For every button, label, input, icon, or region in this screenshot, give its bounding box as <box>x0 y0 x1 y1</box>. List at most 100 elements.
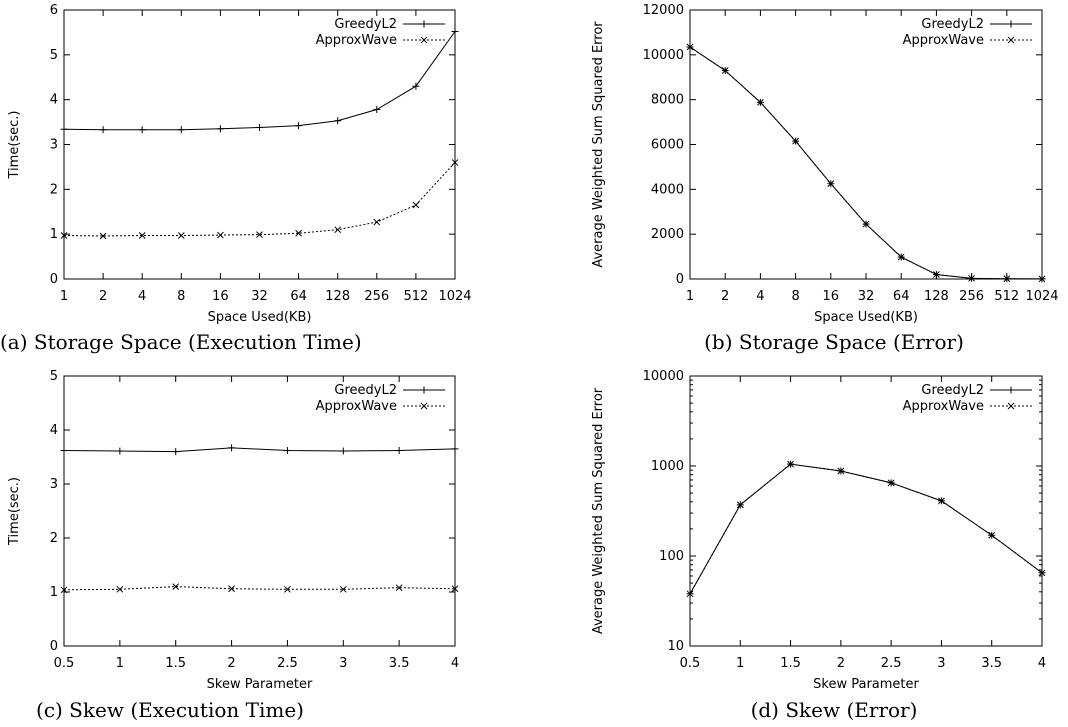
x-tick-label: 256 <box>959 289 984 304</box>
series-GreedyL2 <box>60 444 459 456</box>
x-axis-label: Skew Parameter <box>207 677 313 692</box>
data-point-cross <box>60 232 68 239</box>
data-point-cross <box>1038 275 1046 283</box>
data-point-cross <box>60 586 68 594</box>
y-tick-label: 4000 <box>651 182 684 197</box>
y-tick-label: 10000 <box>643 48 684 63</box>
data-point-cross <box>837 467 845 475</box>
series-ApproxWave <box>686 460 1046 598</box>
data-point-cross <box>1003 275 1011 283</box>
x-tick-label: 4 <box>138 289 146 304</box>
plot-frame <box>689 9 1043 280</box>
x-axis-label: Space Used(KB) <box>208 310 312 325</box>
data-point-cross <box>988 531 996 539</box>
x-axis-label: Space Used(KB) <box>814 310 918 325</box>
data-point-cross <box>897 253 905 261</box>
data-point-cross <box>295 229 302 237</box>
y-tick-label: 6000 <box>651 138 684 153</box>
x-tick-label: 4 <box>451 656 459 671</box>
x-tick-label: 2 <box>99 289 107 304</box>
data-point-cross <box>968 274 975 282</box>
data-point-cross <box>686 590 694 598</box>
series-line <box>63 162 456 237</box>
data-point-cross <box>827 180 835 188</box>
x-tick-label: 2 <box>721 289 729 304</box>
data-point-cross <box>862 220 870 228</box>
data-point-cross <box>138 232 146 239</box>
y-tick-label: 1000 <box>651 459 684 474</box>
x-axis-label: Skew Parameter <box>813 677 919 692</box>
y-tick-label: 5 <box>50 369 58 384</box>
x-tick-label: 512 <box>403 289 428 304</box>
data-point-cross <box>334 226 342 234</box>
data-point-cross <box>420 36 428 44</box>
data-point-cross <box>339 585 347 593</box>
series-GreedyL2 <box>60 28 459 134</box>
legend-label: ApproxWave <box>316 33 397 48</box>
legend-label: ApproxWave <box>903 399 984 414</box>
x-tick-label: 2 <box>837 656 845 671</box>
series-ApproxWave <box>60 159 459 240</box>
x-tick-label: 32 <box>251 289 268 304</box>
x-tick-label: 64 <box>893 289 910 304</box>
x-tick-label: 4 <box>1038 656 1046 671</box>
y-tick-label: 4 <box>50 93 58 108</box>
y-axis-label: Time(sec.) <box>7 110 22 179</box>
x-tick-label: 2.5 <box>277 656 298 671</box>
data-point-cross <box>757 99 764 106</box>
data-point-cross <box>412 201 420 209</box>
y-tick-label: 4 <box>50 423 58 438</box>
x-tick-label: 256 <box>364 289 389 304</box>
y-axis-label: Average Weighted Sum Squared Error <box>591 21 606 268</box>
y-tick-label: 1 <box>50 227 58 242</box>
y-tick-label: 8000 <box>651 93 684 108</box>
y-tick-label: 0 <box>676 272 684 287</box>
series-line <box>689 463 1043 595</box>
data-point-cross <box>99 232 107 240</box>
y-tick-label: 2 <box>50 182 58 197</box>
x-tick-label: 16 <box>823 289 840 304</box>
y-tick-label: 100 <box>659 549 684 564</box>
y-axis-label: Time(sec.) <box>7 477 22 546</box>
y-tick-label: 12000 <box>643 3 684 18</box>
data-point-cross <box>451 585 459 593</box>
data-point-cross <box>736 501 744 509</box>
x-tick-label: 1 <box>686 289 694 304</box>
series-line <box>689 46 1043 280</box>
chart-c: 0 1 2 3 4 5 0.5 1 1.5 2 2.5 3 3.5 4 Skew Parameter Time… <box>7 369 459 692</box>
caption-b: (b) Storage Space (Error) <box>704 330 964 354</box>
data-point-cross <box>1007 402 1015 410</box>
series-GreedyL2 <box>686 460 1046 598</box>
legend-label: GreedyL2 <box>921 17 984 32</box>
legend-label: ApproxWave <box>903 33 984 48</box>
x-tick-label: 0.5 <box>54 656 75 671</box>
legend-label: GreedyL2 <box>334 383 397 398</box>
chart-d: 10 100 1000 10000 0.5 1 1.5 2 2.5 3 3.5 4 Skew Param… <box>591 369 1046 692</box>
x-tick-label: 3 <box>937 656 945 671</box>
y-tick-label: 2000 <box>651 227 684 242</box>
y-tick-label: 10 <box>667 639 684 654</box>
series-line <box>689 46 1043 280</box>
data-point-cross <box>217 231 224 239</box>
data-point-cross <box>933 271 940 278</box>
x-tick-label: 1024 <box>1025 289 1058 304</box>
x-tick-label: 2 <box>227 656 235 671</box>
legend-label: GreedyL2 <box>921 383 984 398</box>
data-point-cross <box>395 584 403 592</box>
y-tick-label: 0 <box>50 272 58 287</box>
x-tick-label: 4 <box>756 289 764 304</box>
data-point-cross <box>256 231 263 238</box>
y-tick-label: 10000 <box>643 369 684 384</box>
x-tick-label: 1 <box>736 656 744 671</box>
data-point-cross <box>177 232 185 239</box>
data-point-cross <box>172 583 180 590</box>
y-tick-label: 1 <box>50 585 58 600</box>
x-tick-label: 1024 <box>438 289 471 304</box>
chart-b: 0 2000 4000 6000 8000 10000 12000 1 2 4 8 16 32 64 128… <box>591 3 1059 325</box>
series-line <box>689 463 1043 595</box>
x-tick-label: 1.5 <box>780 656 801 671</box>
